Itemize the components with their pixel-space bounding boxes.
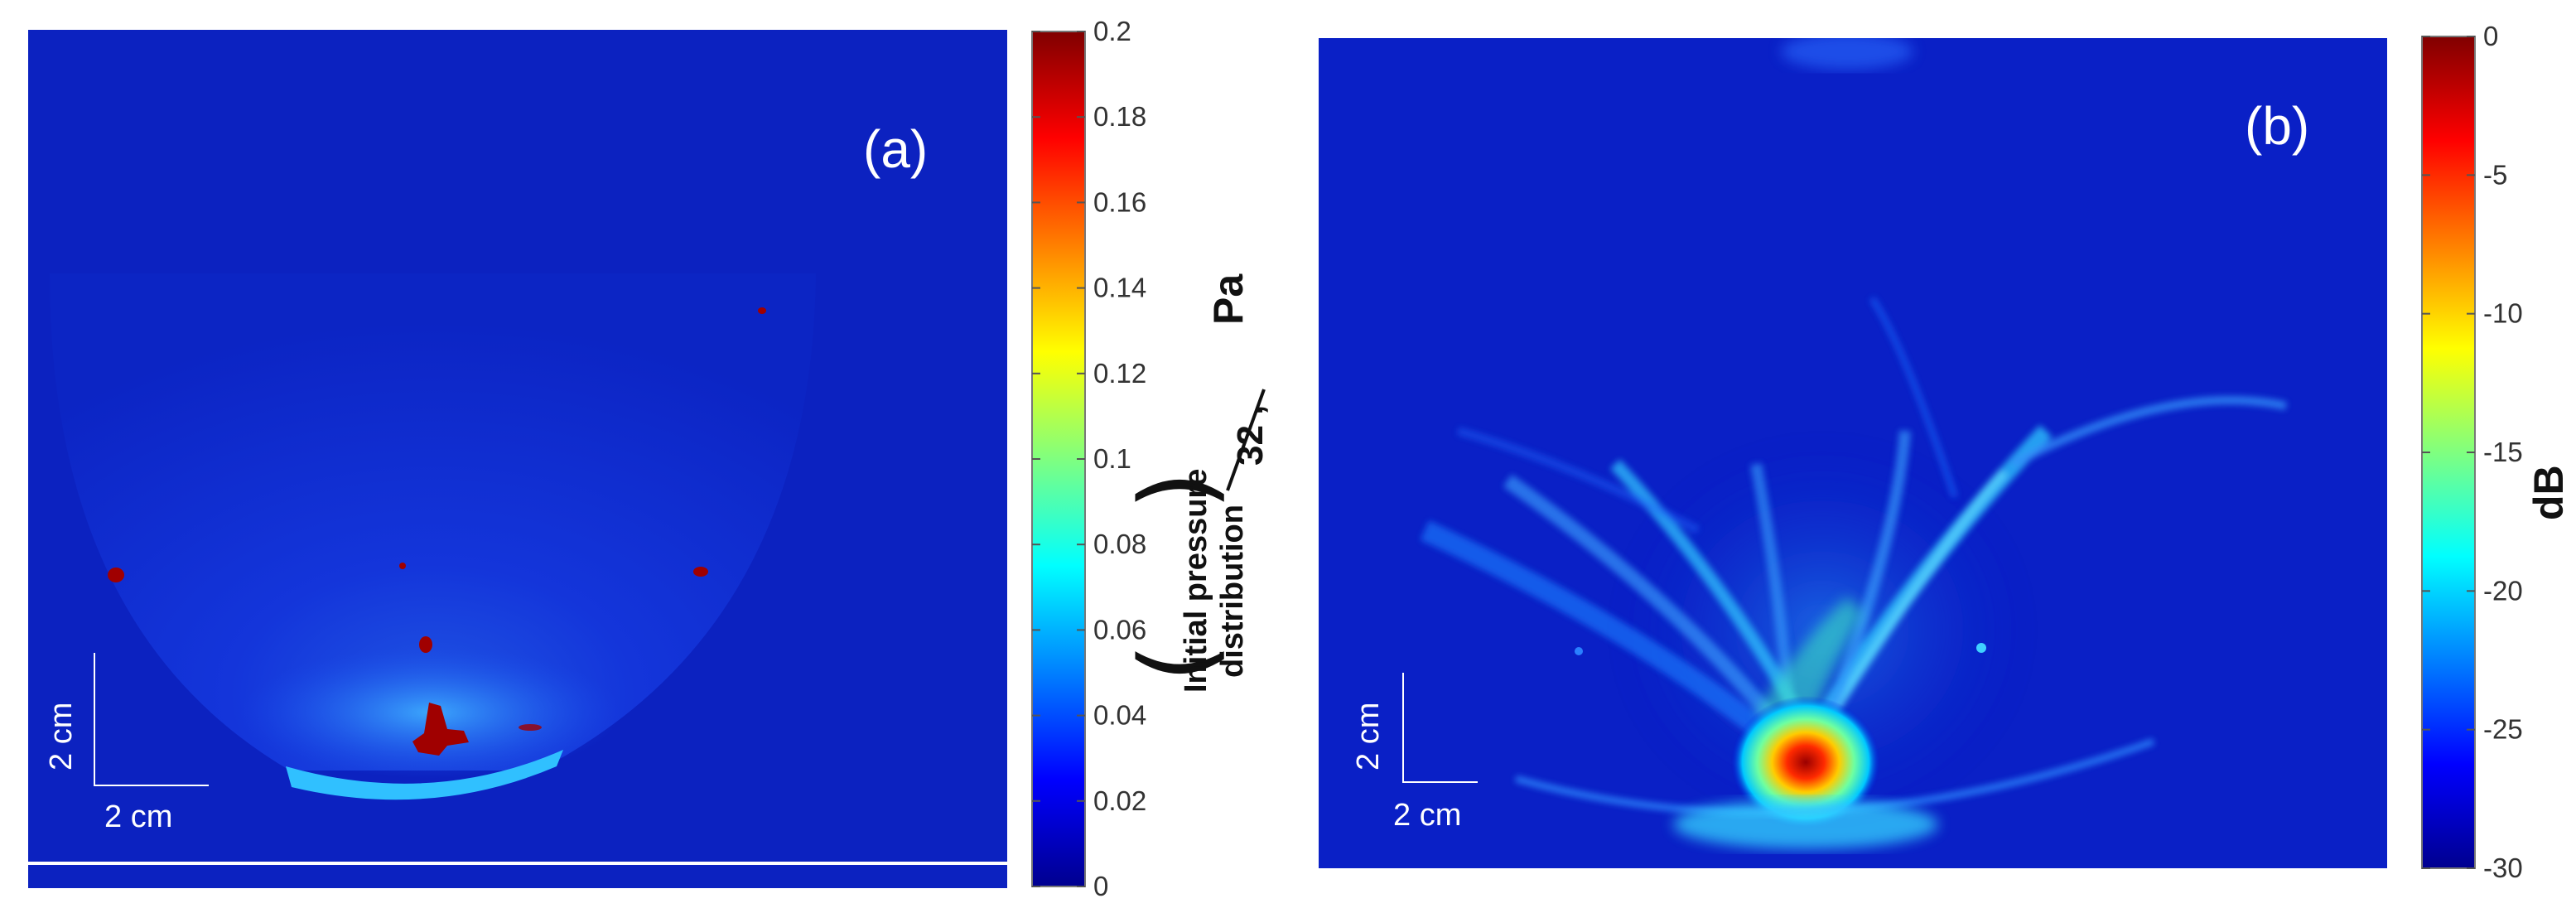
colorbar-tick-label: -20: [2483, 575, 2523, 606]
panel-a-label: (a): [863, 119, 928, 179]
colorbar-tick-label: -25: [2483, 714, 2523, 745]
panel-b-scale-horizontal-label: 2 cm: [1393, 798, 1461, 833]
panel-b-scale-bar: [1402, 673, 1478, 783]
colorbar-tick-label: -15: [2483, 437, 2523, 467]
colorbar-tick-label: -10: [2483, 298, 2523, 329]
panel-b-label: (b): [2245, 96, 2309, 156]
panel-b-colorbar-ticks: 0 -5 -10 -15 -20 -25 -30: [2422, 21, 2523, 883]
colorbar-tick-label: 0.16: [1093, 186, 1146, 217]
panel-b-top-glow: [1781, 38, 1913, 70]
colorbar-tick-label: 0.02: [1093, 785, 1146, 816]
panel-a-inclusion-main: [412, 703, 469, 756]
panel-a-breast-region: [50, 273, 816, 770]
panel-a-colorbar-label: ( ) Initial pressure distribution 32 , P…: [1120, 273, 1271, 693]
panel-a-inclusion-small: [108, 568, 124, 582]
colorbar-tick-label: 0.14: [1093, 273, 1146, 303]
colorbar-tick-label: 0.08: [1093, 529, 1146, 559]
panel-a-inclusion-small: [758, 307, 766, 314]
panel-b-point-target: [1976, 643, 1986, 653]
colorbar-tick-label: 0: [2483, 21, 2498, 51]
colorbar-label-unit: Pa: [1205, 273, 1252, 325]
colorbar-tick-label: -5: [2483, 159, 2507, 190]
panel-a-inclusion-small: [519, 724, 542, 731]
colorbar-tick-label: 0.06: [1093, 614, 1146, 645]
colorbar-tick-label: 0.04: [1093, 700, 1146, 731]
panel-a-scale-vertical-label: 2 cm: [44, 703, 79, 770]
colorbar-label-divisor: 32 ,: [1230, 405, 1271, 466]
panel-b-scale-vertical-label: 2 cm: [1351, 703, 1386, 770]
panel-a-colorbar-ticks: 0.2 0.18 0.16 0.14 0.12 0.1 0.08 0.06 0.04 0.02 0: [1032, 16, 1146, 901]
colorbar-tick-label: 0.2: [1093, 16, 1131, 46]
colorbar-tick-label: 0: [1093, 871, 1108, 901]
colorbar-label-line1: Initial pressure: [1179, 469, 1213, 693]
panel-a-skin-band: [286, 750, 563, 800]
colorbar-label-line2: distribution: [1215, 505, 1250, 678]
panel-a-inclusion-small: [399, 563, 406, 569]
panel-b: (b) 2 cm 2 cm 0 -5 -10 -15 -20 -25 -30 dB: [1319, 21, 2572, 883]
divisor-slash: [1226, 389, 1266, 491]
colorbar-tick-label: 0.18: [1093, 101, 1146, 132]
panel-a-inclusion-small: [419, 636, 432, 653]
left-parenthesis: (: [1120, 644, 1235, 683]
colorbar-tick-label: 0.12: [1093, 358, 1146, 389]
panel-a-inclusion-small: [693, 567, 708, 577]
panel-a-scale-horizontal-label: 2 cm: [104, 799, 172, 834]
panel-b-point-target: [1575, 647, 1583, 655]
colorbar-tick-label: 0.1: [1093, 443, 1131, 474]
panel-b-focal-spot: [1731, 696, 1880, 828]
panel-a-scale-bar: [94, 653, 209, 786]
panel-b-colorbar-label: dB: [2525, 465, 2572, 520]
panel-b-bottom-glow: [1673, 799, 1938, 849]
colorbar-tick-label: -30: [2483, 853, 2523, 883]
right-parenthesis: ): [1120, 471, 1235, 510]
panel-a: (a) 2 cm 2 cm 0.2 0.18 0.16 0.14 0.12 0.1 0.08…: [28, 16, 1271, 901]
